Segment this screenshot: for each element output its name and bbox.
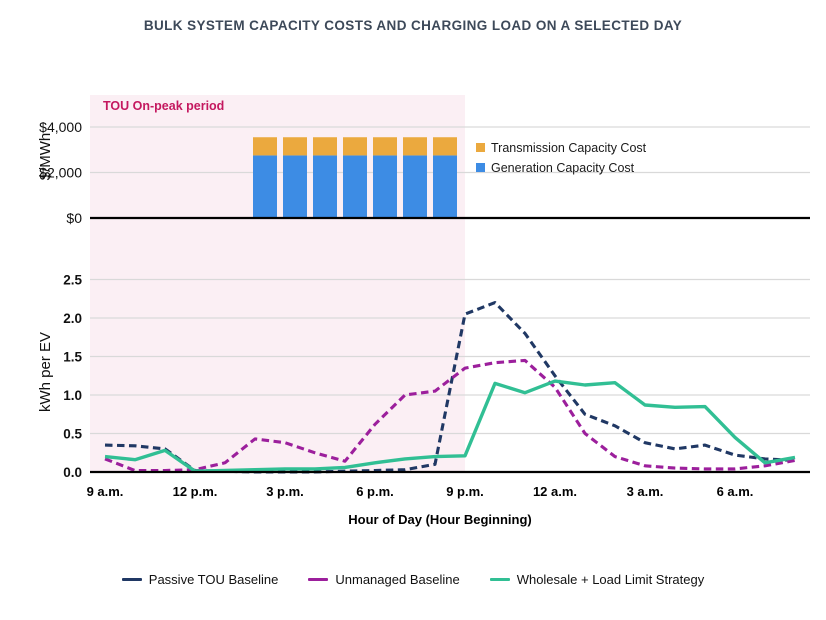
bar-segment-generation xyxy=(373,155,397,218)
y-tick-label-load: 0.5 xyxy=(63,427,82,442)
bar-segment-generation xyxy=(433,155,457,218)
x-tick-label: 3 a.m. xyxy=(627,484,664,499)
x-tick-label: 6 p.m. xyxy=(356,484,394,499)
x-tick-label: 9 p.m. xyxy=(446,484,484,499)
legend-label-passive-tou-baseline: Passive TOU Baseline xyxy=(148,572,279,587)
bar-segment-generation xyxy=(343,155,367,218)
y-tick-label-cost: $2,000 xyxy=(39,165,82,181)
legend-swatch-wholesale-load-limit-strategy xyxy=(489,577,510,582)
legend-swatch-generation-capacity-cost xyxy=(476,163,485,172)
legend-label-transmission-capacity-cost: Transmission Capacity Cost xyxy=(491,141,647,155)
x-axis-title: Hour of Day (Hour Beginning) xyxy=(348,512,531,527)
bar-segment-generation xyxy=(283,155,307,218)
bar-segment-generation xyxy=(403,155,427,218)
bar-segment-transmission xyxy=(283,137,307,156)
tou-on-peak-shading xyxy=(90,95,465,471)
bar-segment-transmission xyxy=(313,137,337,156)
bar-segment-generation xyxy=(313,155,337,218)
y-tick-label-load: 1.0 xyxy=(63,388,82,403)
legend-swatch-passive-tou-baseline xyxy=(121,577,142,582)
x-tick-label: 6 a.m. xyxy=(717,484,754,499)
legend-swatch-transmission-capacity-cost xyxy=(476,143,485,152)
y-axis-label-load: kWh per EV xyxy=(37,332,54,412)
legend-item-passive-tou-baseline: Passive TOU Baseline xyxy=(121,572,279,587)
bar-segment-transmission xyxy=(253,137,277,156)
x-tick-label: 12 a.m. xyxy=(533,484,577,499)
y-tick-label-load: 2.0 xyxy=(63,311,82,326)
y-tick-label-cost: $4,000 xyxy=(39,119,82,135)
legend-item-wholesale-load-limit-strategy: Wholesale + Load Limit Strategy xyxy=(489,572,705,587)
legend-swatch-unmanaged-baseline xyxy=(308,577,329,582)
y-tick-label-load: 2.5 xyxy=(63,273,82,288)
tou-annotation-label: TOU On-peak period xyxy=(103,99,224,113)
x-tick-label: 9 a.m. xyxy=(87,484,124,499)
y-tick-label-load: 0.0 xyxy=(63,465,82,480)
x-tick-label: 3 p.m. xyxy=(266,484,304,499)
bar-segment-transmission xyxy=(403,137,427,156)
legend-item-unmanaged-baseline: Unmanaged Baseline xyxy=(308,572,460,587)
legend-label-generation-capacity-cost: Generation Capacity Cost xyxy=(491,161,635,175)
legend-label-unmanaged-baseline: Unmanaged Baseline xyxy=(335,572,460,587)
bar-segment-generation xyxy=(253,155,277,218)
bar-segment-transmission xyxy=(343,137,367,156)
bar-segment-transmission xyxy=(433,137,457,156)
chart-title: BULK SYSTEM CAPACITY COSTS AND CHARGING … xyxy=(143,18,683,33)
y-tick-label-cost: $0 xyxy=(66,210,82,226)
line-wholesale-load-limit-strategy xyxy=(104,379,796,473)
line-unmanaged-baseline xyxy=(104,358,796,473)
line-legend: Passive TOU Baseline Unmanaged Baseline Wh… xyxy=(0,572,826,587)
legend-label-wholesale-load-limit-strategy: Wholesale + Load Limit Strategy xyxy=(516,572,705,587)
bar-segment-transmission xyxy=(373,137,397,156)
x-tick-label: 12 p.m. xyxy=(173,484,218,499)
y-axis-label-cost: $/MWh xyxy=(37,133,54,181)
y-tick-label-load: 1.5 xyxy=(63,350,82,365)
